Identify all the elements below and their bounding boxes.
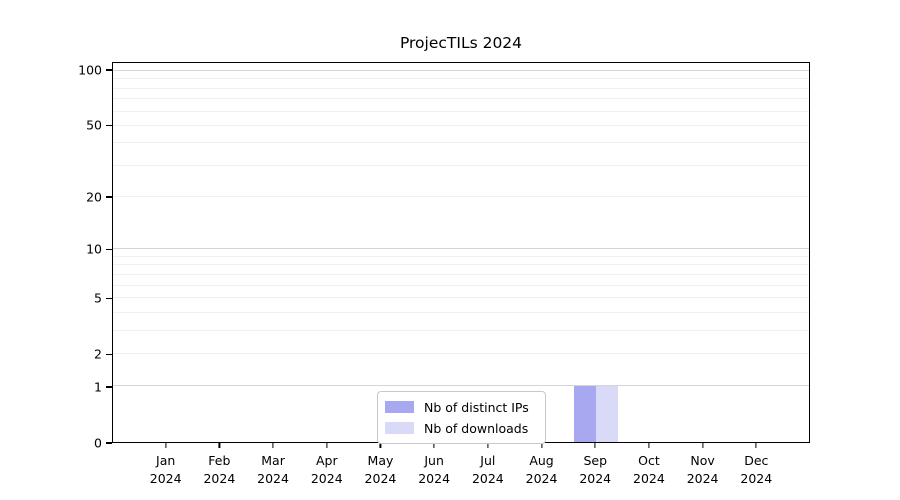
y-tick-mark xyxy=(106,297,112,299)
bar-distinct-ips xyxy=(574,385,597,442)
y-tick-label: 5 xyxy=(94,290,102,306)
x-tick-mark xyxy=(594,443,596,448)
x-tick-label: Aug 2024 xyxy=(525,453,558,486)
x-tick-mark xyxy=(272,443,274,448)
x-tick-mark xyxy=(433,443,435,448)
x-axis: Jan 2024 Feb 2024 Mar 2024 Apr 2024 May 2024… xyxy=(112,443,810,499)
y-gridline-major xyxy=(113,69,809,71)
y-gridline-minor xyxy=(113,311,809,313)
y-gridline-minor xyxy=(113,142,809,144)
y-tick-label: 0 xyxy=(94,435,102,451)
x-tick-mark xyxy=(326,443,328,448)
x-tick-mark xyxy=(487,443,489,448)
y-tick-label: 10 xyxy=(86,241,102,257)
y-gridline-major xyxy=(113,385,809,387)
y-gridline-minor xyxy=(113,87,809,89)
legend-item-distinct-ips: Nb of distinct IPs xyxy=(385,398,537,416)
bar-downloads xyxy=(596,385,619,442)
x-tick-mark xyxy=(165,443,167,448)
plot-area: Nb of distinct IPs Nb of downloads xyxy=(112,62,810,444)
y-gridline-minor xyxy=(113,273,809,275)
x-tick-mark xyxy=(648,443,650,448)
x-tick-label: Mar 2024 xyxy=(257,453,289,486)
y-gridline-minor xyxy=(113,264,809,266)
bars-layer xyxy=(113,63,809,442)
legend: Nb of distinct IPs Nb of downloads xyxy=(377,391,546,444)
y-tick-mark xyxy=(106,248,112,250)
x-tick-label: Nov 2024 xyxy=(686,453,719,486)
y-gridline-minor xyxy=(113,124,809,126)
x-tick-label: Sep 2024 xyxy=(579,453,612,486)
x-tick-label: Dec 2024 xyxy=(740,453,773,486)
x-tick-label: Jul 2024 xyxy=(471,453,504,486)
legend-label-downloads: Nb of downloads xyxy=(424,420,529,436)
y-tick-label: 100 xyxy=(78,62,102,78)
legend-item-downloads: Nb of downloads xyxy=(385,419,537,437)
chart-title: ProjecTILs 2024 xyxy=(399,34,523,52)
y-tick-mark xyxy=(106,386,112,388)
y-gridline-minor xyxy=(113,98,809,100)
legend-swatch-downloads xyxy=(385,422,414,434)
x-tick-mark xyxy=(540,443,543,448)
y-tick-mark xyxy=(106,124,112,126)
y-tick-label: 2 xyxy=(94,346,102,362)
x-tick-label: Jan 2024 xyxy=(149,453,182,486)
y-tick-mark xyxy=(106,442,112,444)
x-tick-mark xyxy=(379,443,382,448)
x-tick-mark xyxy=(218,443,220,448)
y-gridline-minor xyxy=(113,255,809,257)
legend-label-distinct-ips: Nb of distinct IPs xyxy=(424,399,529,415)
x-tick-mark xyxy=(755,443,757,448)
y-gridline-minor xyxy=(113,78,809,80)
y-tick-label: 50 xyxy=(86,117,102,133)
y-gridline-minor xyxy=(113,110,809,112)
y-gridline-minor xyxy=(113,196,809,198)
y-gridline-minor xyxy=(113,329,809,331)
gridlines-layer xyxy=(113,63,809,442)
x-tick-mark xyxy=(702,443,704,448)
y-tick-label: 1 xyxy=(94,379,102,395)
x-tick-label: Apr 2024 xyxy=(310,453,343,486)
y-gridline-minor xyxy=(113,164,809,166)
x-tick-label: Oct 2024 xyxy=(633,453,665,486)
x-tick-label: Jun 2024 xyxy=(418,453,451,486)
legend-swatch-distinct-ips xyxy=(385,401,414,413)
y-tick-mark xyxy=(106,353,112,355)
y-gridline-minor xyxy=(113,296,809,298)
y-gridline-minor xyxy=(113,284,809,286)
y-tick-mark xyxy=(106,196,112,198)
x-tick-label: May 2024 xyxy=(364,453,397,486)
x-tick-label: Feb 2024 xyxy=(203,453,236,486)
y-gridline-minor xyxy=(113,352,809,354)
y-gridline-major xyxy=(113,248,809,250)
y-tick-mark xyxy=(106,69,112,71)
y-axis: 0 1 2 5 10 20 50 100 xyxy=(0,62,112,451)
y-tick-label: 20 xyxy=(86,189,102,205)
